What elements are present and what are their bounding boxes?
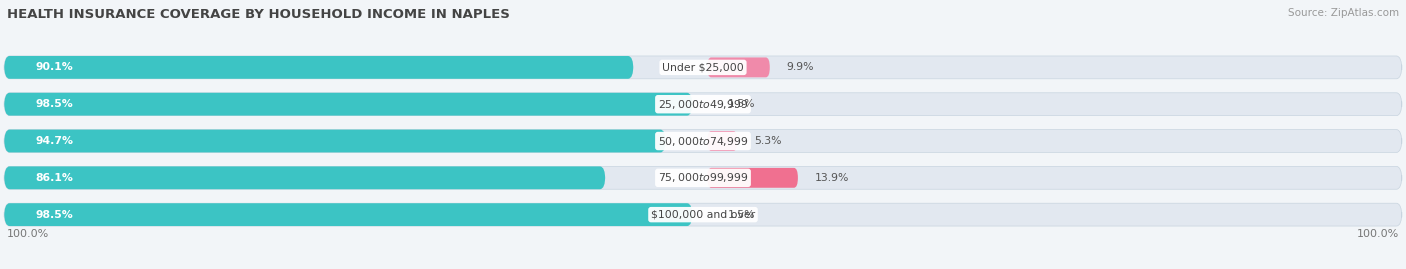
Text: 98.5%: 98.5% <box>35 99 73 109</box>
FancyBboxPatch shape <box>707 168 799 188</box>
Text: HEALTH INSURANCE COVERAGE BY HOUSEHOLD INCOME IN NAPLES: HEALTH INSURANCE COVERAGE BY HOUSEHOLD I… <box>7 8 510 21</box>
Text: 100.0%: 100.0% <box>1357 229 1399 239</box>
Text: $100,000 and over: $100,000 and over <box>651 210 755 220</box>
FancyBboxPatch shape <box>4 56 1402 79</box>
Text: 98.5%: 98.5% <box>35 210 73 220</box>
FancyBboxPatch shape <box>707 58 770 77</box>
Text: $25,000 to $49,999: $25,000 to $49,999 <box>658 98 748 111</box>
Text: 13.9%: 13.9% <box>815 173 849 183</box>
FancyBboxPatch shape <box>4 93 1402 116</box>
Text: 86.1%: 86.1% <box>35 173 73 183</box>
Text: $50,000 to $74,999: $50,000 to $74,999 <box>658 134 748 147</box>
FancyBboxPatch shape <box>4 167 1402 189</box>
FancyBboxPatch shape <box>4 167 606 189</box>
Text: $75,000 to $99,999: $75,000 to $99,999 <box>658 171 748 184</box>
FancyBboxPatch shape <box>4 203 693 226</box>
FancyBboxPatch shape <box>4 56 633 79</box>
FancyBboxPatch shape <box>707 131 738 151</box>
Text: 100.0%: 100.0% <box>7 229 49 239</box>
Text: Under $25,000: Under $25,000 <box>662 62 744 72</box>
FancyBboxPatch shape <box>4 130 666 153</box>
Text: 5.3%: 5.3% <box>754 136 782 146</box>
FancyBboxPatch shape <box>4 93 693 116</box>
Text: 94.7%: 94.7% <box>35 136 73 146</box>
Text: 1.5%: 1.5% <box>728 210 755 220</box>
Text: 90.1%: 90.1% <box>35 62 73 72</box>
Text: 1.5%: 1.5% <box>728 99 755 109</box>
Text: 9.9%: 9.9% <box>787 62 814 72</box>
Text: Source: ZipAtlas.com: Source: ZipAtlas.com <box>1288 8 1399 18</box>
FancyBboxPatch shape <box>4 203 1402 226</box>
FancyBboxPatch shape <box>4 130 1402 153</box>
